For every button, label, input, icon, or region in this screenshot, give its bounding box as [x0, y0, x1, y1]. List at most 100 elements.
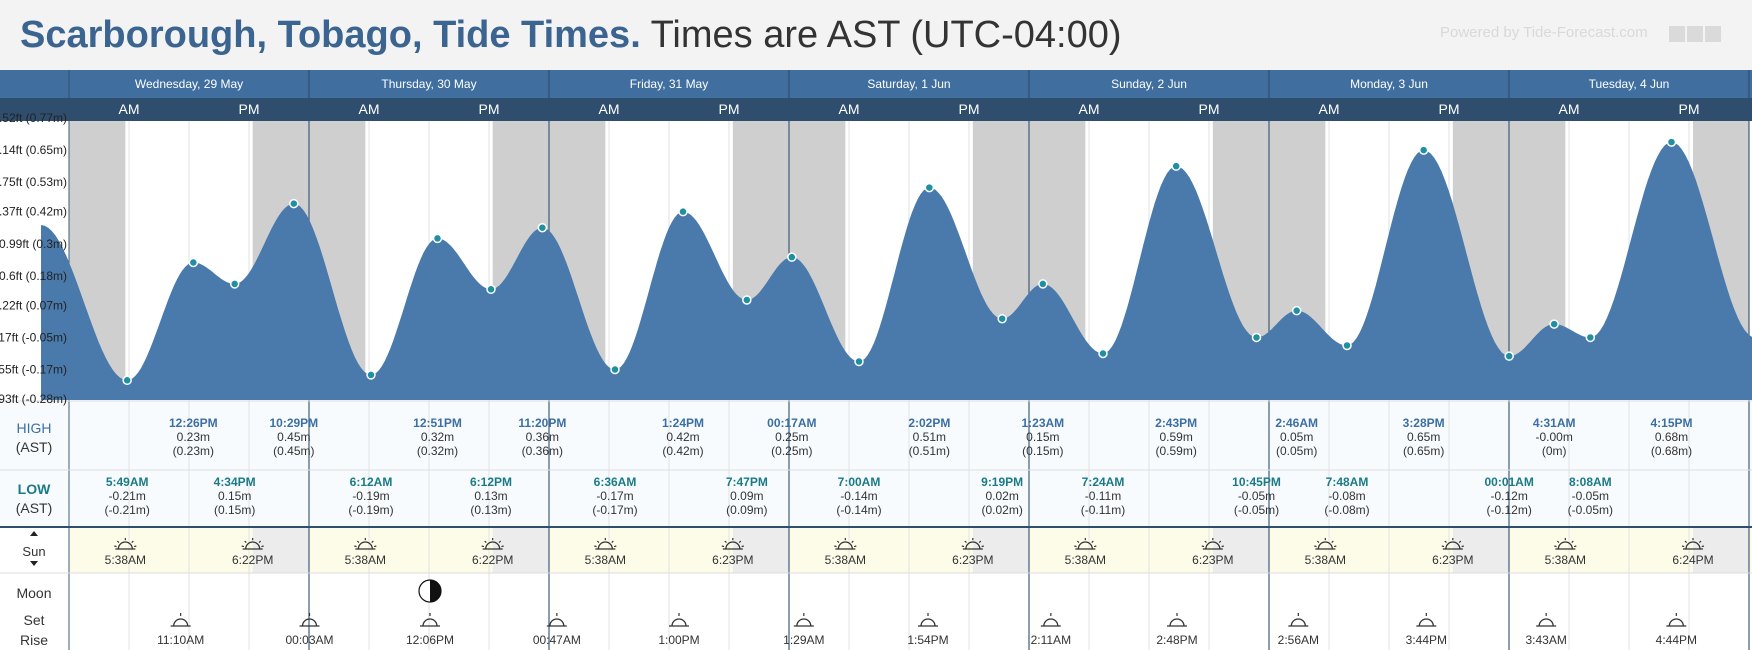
- tide-height: -0.05m: [1238, 489, 1275, 503]
- y-tick-label: -0.93ft (-0.28m): [0, 392, 67, 406]
- low-tide-marker[interactable]: [1098, 348, 1108, 359]
- y-tick-label: 0.99ft (0.3m): [0, 237, 67, 251]
- share-icon[interactable]: [1687, 26, 1703, 42]
- sunrise-time: 5:38AM: [1065, 553, 1106, 567]
- tide-height: 0.05m: [1280, 430, 1313, 444]
- high-tide-marker[interactable]: [787, 252, 797, 262]
- low-tide-time: 5:49AM: [106, 475, 149, 489]
- high-tide-marker[interactable]: [924, 182, 935, 193]
- moonrise-time: 00:03AM: [285, 633, 333, 647]
- pm-label: PM: [479, 101, 500, 117]
- high-tide-marker[interactable]: [1549, 319, 1559, 329]
- tide-height: 0.65m: [1407, 430, 1440, 444]
- tide-area: [41, 142, 1752, 400]
- low-tide-marker[interactable]: [610, 364, 620, 375]
- high-tide-time: 4:31AM: [1533, 416, 1576, 430]
- day-label: Friday, 31 May: [630, 77, 708, 91]
- high-tide-marker[interactable]: [432, 233, 443, 244]
- low-tide-time: 6:12AM: [350, 475, 393, 489]
- high-tide-marker[interactable]: [678, 206, 688, 217]
- moonrise-time: 3:43AM: [1525, 633, 1566, 647]
- print-icon[interactable]: [1705, 26, 1721, 42]
- high-tide-marker[interactable]: [188, 257, 199, 268]
- tide-height: 0.15m: [1026, 430, 1059, 444]
- sunset-icon: [481, 538, 504, 550]
- link-icon[interactable]: [1669, 26, 1685, 42]
- tide-height-m: (0.51m): [909, 444, 950, 458]
- sunset-time: 6:24PM: [1672, 553, 1713, 567]
- high-tide-marker[interactable]: [537, 222, 548, 233]
- low-tide-marker[interactable]: [1342, 340, 1352, 351]
- powered-by-link[interactable]: Powered by Tide-Forecast.com: [1440, 24, 1648, 41]
- low-tide-marker[interactable]: [1504, 351, 1514, 361]
- moonrise-icon: [420, 613, 440, 627]
- sunrise-icon: [1074, 538, 1097, 550]
- low-tide-marker[interactable]: [366, 370, 376, 380]
- moonrise-icon: [1536, 613, 1557, 627]
- low-tide-marker[interactable]: [1251, 332, 1262, 343]
- high-tide-time: 2:02PM: [908, 416, 950, 430]
- low-tide-marker[interactable]: [742, 295, 752, 305]
- tide-height: 0.45m: [277, 430, 310, 444]
- high-tide-marker[interactable]: [289, 198, 299, 209]
- y-tick-label: 1.37ft (0.42m): [0, 205, 67, 219]
- sun-row-night: [972, 527, 1029, 573]
- low-tide-time: 00:01AM: [1484, 475, 1533, 489]
- low-tide-time: 8:08AM: [1569, 475, 1612, 489]
- moon-row-area: [0, 573, 1752, 650]
- moonrise-time: 12:06PM: [406, 633, 454, 647]
- moonrise-icon: [1666, 613, 1687, 627]
- low-tide-marker[interactable]: [486, 284, 496, 295]
- high-tide-marker[interactable]: [1038, 279, 1048, 289]
- moon-set-label: Set: [23, 612, 44, 628]
- y-tick-label: 1.75ft (0.53m): [0, 175, 67, 189]
- low-tide-time: 7:47PM: [726, 475, 768, 489]
- sunset-time: 6:23PM: [952, 553, 993, 567]
- tide-height: -0.12m: [1490, 489, 1527, 503]
- low-tide-marker[interactable]: [122, 375, 132, 386]
- sunrise-time: 5:38AM: [345, 553, 386, 567]
- low-tide-marker[interactable]: [1585, 332, 1596, 343]
- sunset-time: 6:23PM: [712, 553, 753, 567]
- tide-height: 0.15m: [218, 489, 251, 503]
- y-tick-label: 2.52ft (0.77m): [0, 111, 67, 125]
- sun-row-night: [252, 527, 309, 573]
- high-tide-marker[interactable]: [1666, 137, 1677, 147]
- low-tide-marker[interactable]: [229, 279, 240, 289]
- tide-height: 0.51m: [913, 430, 946, 444]
- low-tide-time: 6:36AM: [594, 475, 637, 489]
- share-icons[interactable]: [1669, 26, 1729, 42]
- tide-height-m: (-0.12m): [1486, 503, 1531, 517]
- moonrise-icon: [1288, 613, 1309, 627]
- tide-height-m: (-0.08m): [1324, 503, 1369, 517]
- low-row-label: LOW: [18, 481, 51, 497]
- sunrise-time: 5:38AM: [585, 553, 626, 567]
- low-tide-time: 7:24AM: [1082, 475, 1125, 489]
- y-tick-label: 2.14ft (0.65m): [0, 143, 67, 157]
- sunset-time: 6:22PM: [232, 553, 273, 567]
- high-tide-marker[interactable]: [1291, 305, 1302, 316]
- moonrise-icon: [793, 613, 814, 627]
- low-tide-marker[interactable]: [854, 356, 864, 367]
- sunrise-icon: [834, 538, 857, 550]
- am-label: AM: [1079, 101, 1100, 117]
- low-tide-time: 10:45PM: [1232, 475, 1281, 489]
- tide-height-m: (0.23m): [173, 444, 214, 458]
- low-tide-marker[interactable]: [997, 313, 1007, 324]
- sunrise-time: 5:38AM: [105, 553, 146, 567]
- sunrise-icon: [354, 538, 377, 550]
- high-tide-marker[interactable]: [1171, 161, 1181, 171]
- moonrise-time: 4:44PM: [1656, 633, 1697, 647]
- sunrise-time: 5:38AM: [825, 553, 866, 567]
- high-tide-time: 2:46AM: [1275, 416, 1318, 430]
- sunset-icon: [241, 538, 264, 550]
- low-tide-time: 9:19PM: [981, 475, 1023, 489]
- tide-height: -0.19m: [352, 489, 389, 503]
- moonrise-time: 2:56AM: [1278, 633, 1319, 647]
- tide-height: 0.68m: [1655, 430, 1688, 444]
- moonrise-time: 3:44PM: [1406, 633, 1447, 647]
- moon-row-label: Moon: [16, 585, 51, 601]
- day-label: Wednesday, 29 May: [135, 77, 243, 91]
- high-tide-marker[interactable]: [1418, 145, 1429, 155]
- tide-height: -0.17m: [596, 489, 633, 503]
